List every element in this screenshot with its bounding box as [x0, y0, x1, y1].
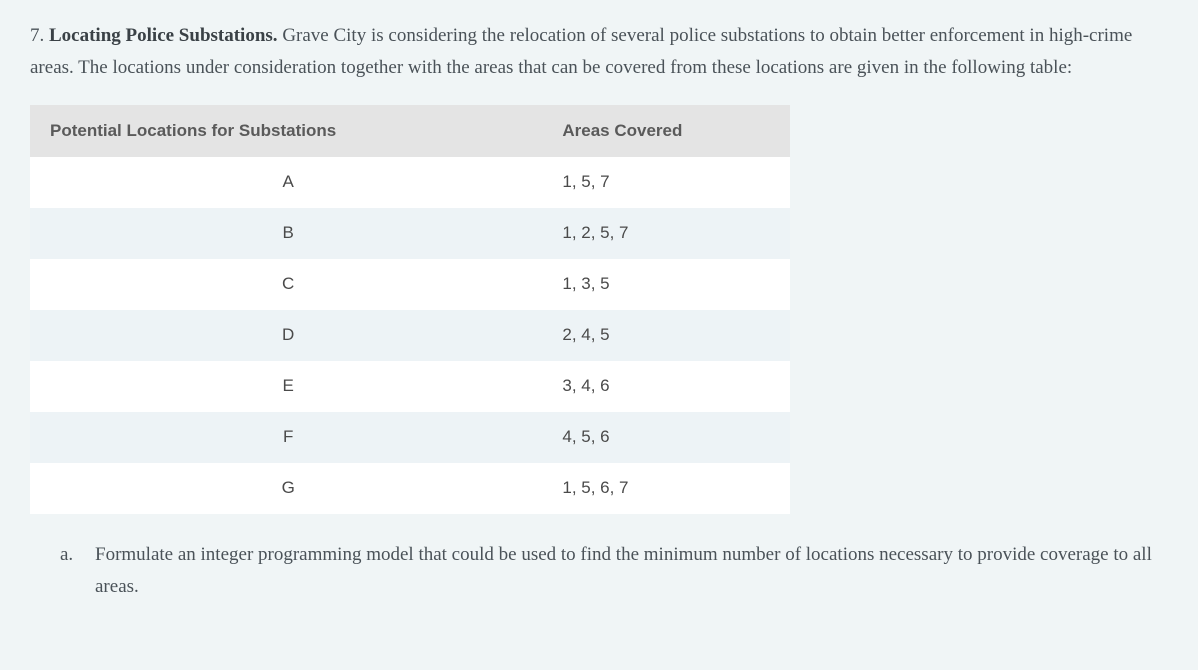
cell-location: D: [30, 310, 546, 361]
cell-location: E: [30, 361, 546, 412]
problem-statement: 7. Locating Police Substations. Grave Ci…: [30, 20, 1168, 85]
sub-question-text: Formulate an integer programming model t…: [95, 539, 1168, 604]
table-header-row: Potential Locations for Substations Area…: [30, 105, 790, 158]
cell-location: F: [30, 412, 546, 463]
problem-number: 7.: [30, 25, 44, 46]
table-row: B 1, 2, 5, 7: [30, 208, 790, 259]
cell-location: B: [30, 208, 546, 259]
cell-areas: 1, 3, 5: [546, 259, 790, 310]
cell-location: G: [30, 463, 546, 514]
table-row: E 3, 4, 6: [30, 361, 790, 412]
cell-location: A: [30, 157, 546, 208]
problem-title: Locating Police Substations.: [49, 25, 278, 46]
cell-areas: 1, 2, 5, 7: [546, 208, 790, 259]
table-header-areas: Areas Covered: [546, 105, 790, 158]
table-header-locations: Potential Locations for Substations: [30, 105, 546, 158]
cell-areas: 1, 5, 6, 7: [546, 463, 790, 514]
sub-question-a: a. Formulate an integer programming mode…: [30, 539, 1168, 604]
cell-location: C: [30, 259, 546, 310]
cell-areas: 2, 4, 5: [546, 310, 790, 361]
table-row: G 1, 5, 6, 7: [30, 463, 790, 514]
cell-areas: 3, 4, 6: [546, 361, 790, 412]
table-row: A 1, 5, 7: [30, 157, 790, 208]
locations-table: Potential Locations for Substations Area…: [30, 105, 790, 514]
cell-areas: 4, 5, 6: [546, 412, 790, 463]
table-row: C 1, 3, 5: [30, 259, 790, 310]
table-row: F 4, 5, 6: [30, 412, 790, 463]
cell-areas: 1, 5, 7: [546, 157, 790, 208]
sub-question-label: a.: [60, 539, 95, 604]
table-row: D 2, 4, 5: [30, 310, 790, 361]
